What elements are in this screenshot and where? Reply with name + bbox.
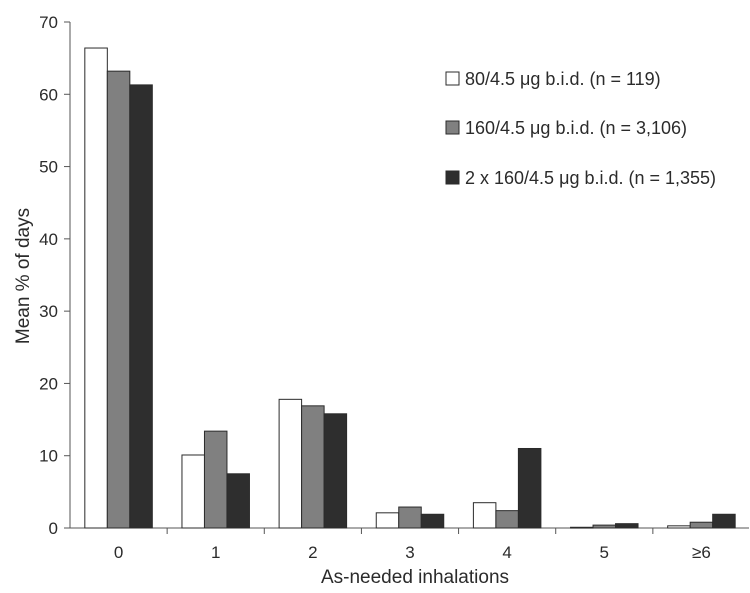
bar <box>181 454 205 529</box>
x-tick-label: 0 <box>114 543 123 562</box>
legend-label: 160/4.5 μg b.i.d. (n = 3,106) <box>465 118 687 138</box>
bars <box>84 47 736 529</box>
y-tick-label: 60 <box>39 85 58 104</box>
y-axis-title: Mean % of days <box>13 208 34 344</box>
x-tick-label: 4 <box>502 543 511 562</box>
bar <box>570 526 594 529</box>
bar <box>495 510 519 529</box>
axes <box>69 22 749 529</box>
bar <box>301 405 325 529</box>
y-ticks: 0 10 20 30 40 50 60 70 <box>39 13 70 538</box>
bar <box>278 398 303 529</box>
x-axis-title: As-needed inhalations <box>321 567 509 588</box>
legend: 80/4.5 μg b.i.d. (n = 119) 160/4.5 μg b.i… <box>445 69 716 188</box>
y-tick-label: 40 <box>39 230 58 249</box>
legend-swatch <box>445 120 460 135</box>
bar <box>226 473 250 529</box>
legend-swatch <box>445 71 460 86</box>
bar <box>420 513 445 529</box>
y-tick-label: 0 <box>49 519 58 538</box>
bar <box>592 524 617 529</box>
bar <box>129 84 153 529</box>
bar <box>689 521 714 529</box>
bar <box>323 413 348 529</box>
bar <box>84 47 108 529</box>
bar <box>375 512 400 529</box>
x-tick-label: 5 <box>600 543 609 562</box>
y-tick-label: 70 <box>39 13 58 32</box>
x-ticks: 0 1 2 3 4 5 ≥6 <box>114 528 711 562</box>
bar <box>398 506 422 529</box>
bar <box>517 447 542 529</box>
x-tick-label: 1 <box>211 543 220 562</box>
y-tick-label: 50 <box>39 158 58 177</box>
x-tick-label: 3 <box>405 543 414 562</box>
bar <box>472 502 497 529</box>
y-tick-label: 10 <box>39 447 58 466</box>
bar <box>667 525 691 529</box>
y-tick-label: 30 <box>39 302 58 321</box>
legend-swatch <box>445 170 460 185</box>
x-tick-label: ≥6 <box>692 543 711 562</box>
bar <box>106 70 131 529</box>
bar <box>712 513 736 529</box>
y-tick-label: 20 <box>39 374 58 393</box>
legend-label: 80/4.5 μg b.i.d. (n = 119) <box>465 69 661 89</box>
bar <box>615 523 639 529</box>
x-tick-label: 2 <box>308 543 317 562</box>
bar <box>203 430 228 529</box>
legend-label: 2 x 160/4.5 μg b.i.d. (n = 1,355) <box>465 168 716 188</box>
